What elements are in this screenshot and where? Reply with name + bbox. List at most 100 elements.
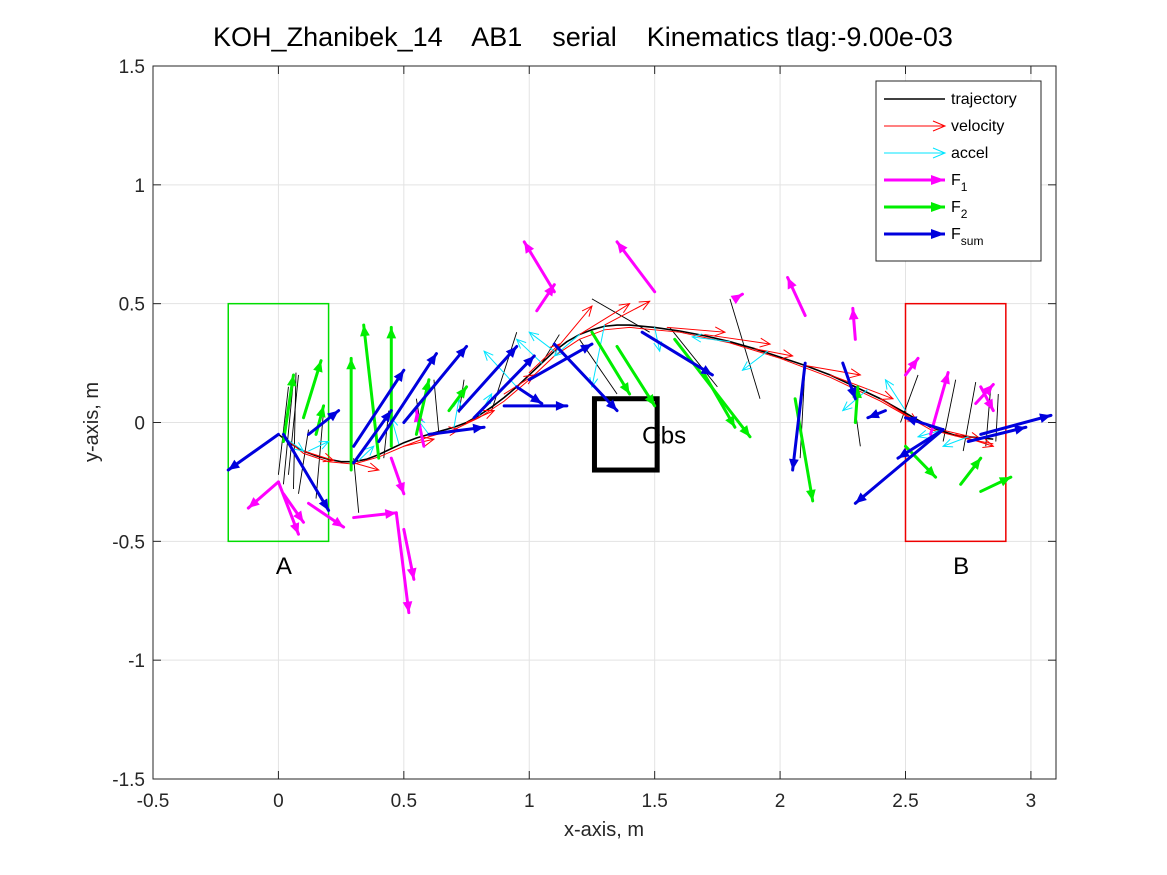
velocity-arrow-head [483, 409, 496, 420]
fsum-arrow [896, 428, 945, 460]
fsum-arrow [402, 344, 469, 424]
fsum-arrow-head [380, 410, 392, 423]
y-tick-label: 1.5 [119, 57, 145, 78]
f1-arrow-head [395, 481, 405, 494]
trajectory-line [277, 324, 994, 463]
velocity-arrow [804, 364, 862, 379]
fsum-arrow-shaft [352, 368, 406, 448]
velocity-arrow-shaft [829, 374, 894, 400]
f1-arrow-shaft [394, 511, 411, 615]
trajectory-connector [282, 379, 294, 485]
f1-arrow [394, 511, 413, 615]
f2-arrow-head [644, 393, 655, 406]
fsum-arrow-head [580, 344, 592, 354]
fsum-arrow [457, 344, 519, 413]
f2-arrow [314, 404, 326, 436]
accel-arrow-shaft [591, 324, 605, 388]
accel-arrow [741, 350, 769, 371]
legend-label-accel: accel [951, 145, 988, 162]
velocity-arrow [754, 348, 794, 359]
f2-arrow-head [313, 360, 323, 373]
fsum-arrow-head [472, 423, 485, 434]
f1-arrow-head [331, 516, 344, 528]
f1-arrow-head [406, 567, 417, 580]
fsum-arrow-shaft [527, 342, 594, 382]
velocity-arrow [553, 305, 593, 352]
f2-arrow [447, 385, 469, 413]
f1-arrow [786, 276, 807, 318]
fsum-arrow-shaft [853, 428, 945, 505]
accel-arrow-shaft [553, 334, 580, 357]
trajectory-connector [288, 374, 299, 475]
fsum-arrow [853, 428, 945, 505]
y-tick-label: 0.5 [119, 295, 145, 316]
fsum-arrow-head [555, 400, 567, 411]
legend-label-subscript: 1 [961, 180, 968, 194]
f2-arrow-head [456, 386, 467, 399]
x-tick-label: 0.5 [391, 791, 417, 812]
fsum-arrow [552, 342, 619, 413]
fsum-arrow [527, 342, 594, 382]
accel-arrow-head [691, 333, 703, 343]
fsum-arrow-head [505, 346, 517, 358]
velocity-arrow-shaft [403, 438, 435, 447]
f2-arrow-shaft [281, 373, 295, 444]
velocity-arrow-head [714, 326, 727, 337]
velocity-arrow [704, 334, 772, 348]
accel-arrow-shaft [654, 326, 661, 352]
legend-swatch-head [931, 175, 945, 185]
f1-arrow [281, 492, 305, 524]
fsum-arrow-head [318, 498, 329, 511]
f1-arrow-head [617, 241, 628, 254]
legend-label-fsum: Fsum [951, 226, 983, 248]
f1-arrow [246, 480, 280, 510]
legend-label-main: F [951, 226, 961, 243]
f1-arrow [979, 385, 995, 413]
velocity-arrow [829, 374, 895, 400]
legend-label-trajectory: trajectory [951, 91, 1017, 108]
f1-arrow-head [848, 308, 859, 320]
legend-label-f1: F1 [951, 172, 968, 194]
f1-arrow [352, 509, 398, 520]
legend-label-velocity: velocity [951, 118, 1004, 135]
accel-arrow-head [364, 445, 375, 456]
f2-arrow-head [386, 327, 397, 339]
legend-label-main: trajectory [951, 91, 1017, 108]
f2-arrow-head [421, 379, 432, 392]
accel-arrow-head [293, 442, 305, 452]
accel-arrow-head [941, 438, 954, 448]
trajectory-connector [729, 298, 761, 399]
fsum-arrow-head [523, 355, 535, 368]
f2-arrow-shaft [362, 323, 381, 460]
legend-label-main: F [951, 172, 961, 189]
fsum-arrow-head [529, 393, 542, 404]
f2-arrow-head [998, 477, 1011, 487]
legend-label-f2: F2 [951, 199, 968, 221]
fsum-arrow-shaft [377, 352, 438, 444]
f1-arrow [389, 456, 406, 496]
accel-arrow-shaft [358, 445, 375, 462]
velocity-arrow-head [423, 436, 436, 447]
legend-swatch-f1 [884, 175, 945, 185]
accel-arrow-head [515, 338, 527, 349]
axis-ticks: -0.5 0 0.5 1 1.5 2 2.5 3 -1.5 -1 -0.5 0 0.5 1 1.5 [112, 57, 1056, 812]
f2-arrow-shaft [615, 344, 657, 408]
f1-arrow-head [907, 358, 919, 371]
accel-arrow-shaft [691, 336, 731, 343]
trajectory-connector [353, 458, 360, 513]
velocity-arrow-head [367, 462, 380, 473]
f2-arrow-head [970, 458, 981, 470]
fsum-arrow-head [905, 416, 918, 426]
velocity-arrow [353, 462, 380, 473]
f1-arrow [730, 292, 744, 305]
f2-arrow [302, 359, 323, 420]
velocity-arrow-shaft [804, 364, 861, 376]
x-tick-label: 0 [273, 791, 284, 812]
x-tick-label: 2.5 [892, 791, 918, 812]
fsum-arrow-shaft [791, 361, 807, 472]
f1-arrow [904, 356, 920, 377]
velocity-arrow [466, 409, 496, 423]
fsum-arrow-head [789, 458, 799, 471]
velocity-arrow-head [638, 300, 651, 311]
